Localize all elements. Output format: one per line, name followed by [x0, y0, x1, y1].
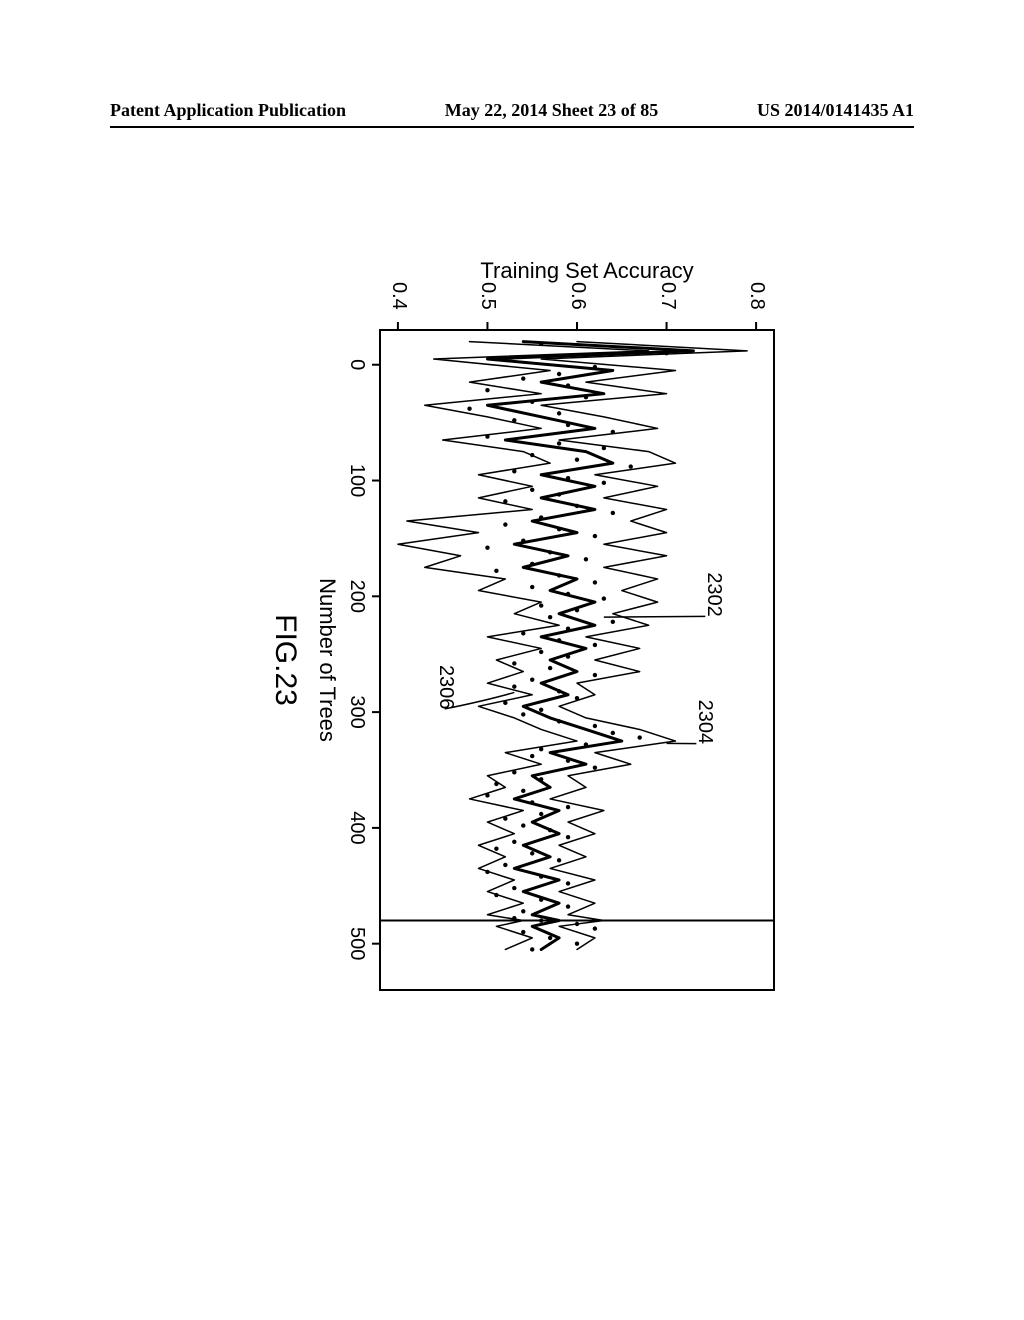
header-left: Patent Application Publication: [110, 100, 346, 121]
x-tick-label: 100: [345, 461, 368, 501]
header-right: US 2014/0141435 A1: [757, 100, 914, 121]
header-rule: [110, 126, 914, 128]
y-axis-label: Training Set Accuracy: [477, 258, 697, 284]
callout-2306: 2306: [434, 665, 457, 710]
y-tick-label: 0.7: [656, 282, 679, 310]
y-tick-label: 0.4: [387, 282, 410, 310]
x-tick-label: 400: [345, 808, 368, 848]
y-tick-label: 0.8: [745, 282, 768, 310]
page-header: Patent Application Publication May 22, 2…: [0, 100, 1024, 121]
x-axis-label: Number of Trees: [314, 570, 340, 750]
callout-2302: 2302: [702, 572, 725, 617]
mean-line: [487, 342, 693, 950]
figure-rotated-container: 0 100 200 300 400 500 0.4 0.5 0.6 0.7 0.8 Number of…: [250, 240, 794, 1010]
y-tick-label: 0.5: [476, 282, 499, 310]
header-center: May 22, 2014 Sheet 23 of 85: [445, 100, 658, 121]
x-tick-label: 200: [345, 576, 368, 616]
y-tick-label: 0.6: [566, 282, 589, 310]
x-tick-label: 0: [345, 345, 368, 385]
figure-caption: FIG.23: [268, 590, 302, 730]
callout-2304: 2304: [693, 700, 716, 745]
x-tick-label: 500: [345, 924, 368, 964]
x-tick-label: 300: [345, 692, 368, 732]
